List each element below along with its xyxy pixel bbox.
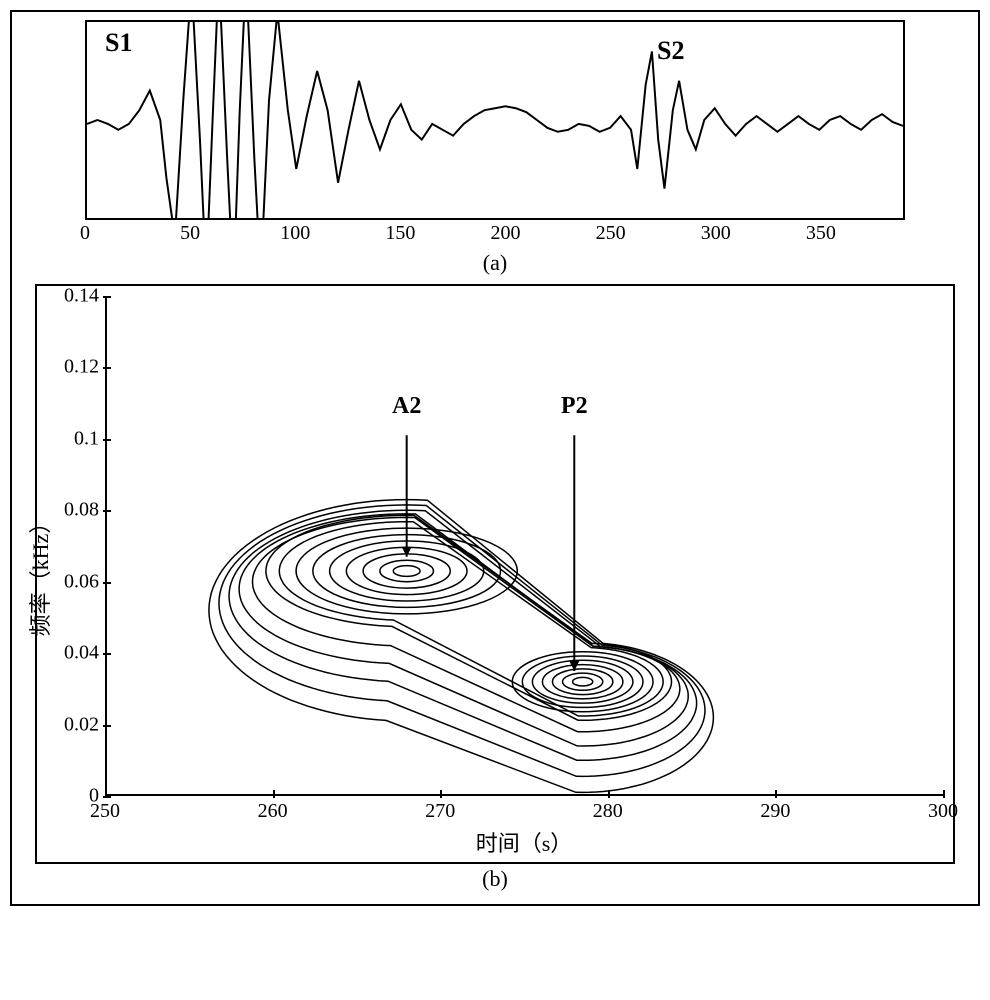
panel-b: 频率（kHz） 00.020.040.060.080.10.120.142502… [35, 284, 955, 864]
panel-b-xtick-mark [608, 790, 610, 798]
panel-a-xtick: 250 [596, 222, 626, 245]
panel-b-ytick-mark [103, 725, 111, 727]
panel-b-ytick-mark [103, 582, 111, 584]
panel-a-xtick: 300 [701, 222, 731, 245]
panel-b-wrap: 频率（kHz） 00.020.040.060.080.10.120.142502… [35, 284, 955, 892]
panel-b-xtick-mark [105, 790, 107, 798]
label-a2: A2 [392, 393, 421, 420]
panel-b-caption: (b) [35, 866, 955, 892]
panel-b-ytick: 0.1 [74, 427, 99, 450]
panel-b-ytick: 0.06 [64, 570, 99, 593]
panel-b-xtick: 250 [90, 800, 120, 823]
panel-b-ytick-mark [103, 296, 111, 298]
panel-b-ytick-mark [103, 510, 111, 512]
label-s1: S1 [105, 28, 132, 58]
panel-a-caption: (a) [85, 250, 905, 276]
panel-a-xtick: 50 [180, 222, 200, 245]
panel-b-ytick: 0.14 [64, 285, 99, 308]
panel-a-xtick: 350 [806, 222, 836, 245]
panel-a-plot: S1 S2 [85, 20, 905, 220]
panel-b-ytick: 0.02 [64, 713, 99, 736]
panel-b-svg [105, 296, 943, 796]
panel-b-xtick-mark [775, 790, 777, 798]
panel-b-ytick-mark [103, 653, 111, 655]
panel-b-ylabel: 频率（kHz） [23, 512, 55, 637]
panel-b-ylabel-wrap: 频率（kHz） [23, 449, 55, 574]
panel-a-xtick: 200 [491, 222, 521, 245]
panel-b-xtick-mark [943, 790, 945, 798]
panel-a-xtick: 100 [280, 222, 310, 245]
panel-b-xtick: 270 [425, 800, 455, 823]
panel-b-xtick: 300 [928, 800, 958, 823]
panel-b-xtick: 260 [258, 800, 288, 823]
label-p2: P2 [561, 393, 588, 420]
panel-a: S1 S2 050100150200250300350 (a) [85, 20, 905, 276]
panel-a-xtick: 150 [385, 222, 415, 245]
panel-b-ytick: 0.08 [64, 499, 99, 522]
label-s2: S2 [657, 36, 684, 66]
panel-a-xtick: 0 [80, 222, 90, 245]
panel-b-xtick: 290 [760, 800, 790, 823]
panel-b-xtick-mark [440, 790, 442, 798]
figure-container: S1 S2 050100150200250300350 (a) 频率（kHz） … [10, 10, 980, 906]
panel-b-xtick-mark [273, 790, 275, 798]
panel-b-ytick: 0.12 [64, 356, 99, 379]
panel-b-ytick-mark [103, 439, 111, 441]
panel-b-plot-area: 00.020.040.060.080.10.120.14250260270280… [105, 296, 943, 796]
panel-a-svg [87, 22, 903, 218]
panel-a-xaxis: 050100150200250300350 [85, 222, 905, 248]
panel-b-ytick: 0.04 [64, 642, 99, 665]
panel-b-xlabel: 时间（s） [105, 826, 943, 858]
panel-b-xtick: 280 [593, 800, 623, 823]
panel-b-ytick-mark [103, 367, 111, 369]
